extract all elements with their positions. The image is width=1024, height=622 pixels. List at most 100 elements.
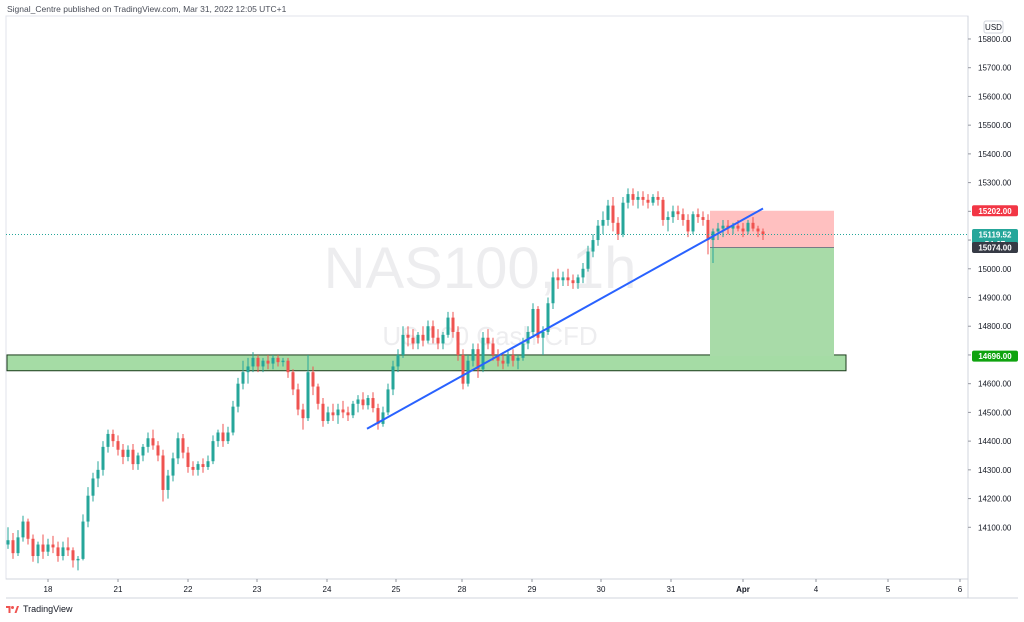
candle-up xyxy=(246,366,250,373)
candle-down xyxy=(646,199,650,203)
y-tick-label: 14200.00 xyxy=(978,495,1012,504)
candle-down xyxy=(301,409,305,419)
candle-down xyxy=(706,219,710,241)
drawing-overlay xyxy=(6,207,968,430)
currency-badge xyxy=(983,20,1004,34)
annotation-zones xyxy=(6,210,847,372)
support-zone xyxy=(6,354,847,372)
x-tick-label: 24 xyxy=(323,585,332,594)
y-tick-label: 14100.00 xyxy=(978,523,1012,532)
candle-up xyxy=(601,219,605,226)
candle-up xyxy=(481,337,485,370)
candle-up xyxy=(306,372,310,419)
candle-up xyxy=(401,334,405,355)
candle-up xyxy=(606,205,610,220)
currency-label: USD xyxy=(985,23,1002,32)
candle-down xyxy=(486,337,490,344)
candle-up xyxy=(541,331,545,338)
candle-down xyxy=(406,334,410,338)
candle-down xyxy=(431,326,435,338)
x-tick-label: 22 xyxy=(184,585,193,594)
candle-down xyxy=(116,441,120,450)
publisher-attribution: Signal_Centre published on TradingView.c… xyxy=(7,4,287,14)
candle-up xyxy=(576,277,580,284)
footer-brand: TradingView xyxy=(23,604,73,614)
candle-down xyxy=(296,389,300,410)
candle-down xyxy=(611,205,615,223)
candle-up xyxy=(591,240,595,252)
candle-up xyxy=(396,354,400,367)
stop-price-tag-label: 15202.00 xyxy=(978,207,1012,216)
candle-up xyxy=(666,217,670,220)
candle-up xyxy=(336,409,340,416)
candle-up xyxy=(746,222,750,232)
candle-down xyxy=(121,449,125,457)
y-tick-label: 15400.00 xyxy=(978,150,1012,159)
x-tick-label: 25 xyxy=(392,585,401,594)
candle-up xyxy=(416,334,420,344)
candle-up xyxy=(101,446,105,470)
candle-down xyxy=(361,399,365,406)
chart-axes: 14100.00 14200.00 14300.00 14400.00 14500.00… xyxy=(6,16,1018,599)
candle-up xyxy=(521,343,525,358)
candle-up xyxy=(176,438,180,459)
candle-up xyxy=(516,357,520,361)
candle-up xyxy=(561,277,565,281)
candle-up xyxy=(386,389,390,413)
candle-up xyxy=(531,308,535,332)
candle-down xyxy=(311,372,315,387)
candle-down xyxy=(656,196,660,200)
candle-down xyxy=(151,438,155,446)
candle-down xyxy=(451,317,455,332)
candle-up xyxy=(446,317,450,335)
candle-down xyxy=(736,225,740,229)
y-tick-label: 14500.00 xyxy=(978,408,1012,417)
candle-up xyxy=(236,383,240,407)
y-tick-label: 15600.00 xyxy=(978,92,1012,101)
candle-down xyxy=(436,337,440,344)
candle-up xyxy=(581,268,585,278)
candle-down xyxy=(31,538,35,557)
target-price-tag-label: 14696.00 xyxy=(978,352,1012,361)
candle-up xyxy=(251,357,255,367)
candle-up xyxy=(16,537,20,554)
candle-up xyxy=(216,432,220,442)
candle-down xyxy=(496,354,500,361)
candle-up xyxy=(21,521,25,538)
candle-down xyxy=(511,354,515,361)
candle-up xyxy=(241,372,245,384)
candle-down xyxy=(51,544,55,548)
candle-down xyxy=(291,372,295,390)
candle-up xyxy=(621,202,625,235)
candle-up xyxy=(671,211,675,218)
candle-up xyxy=(91,478,95,496)
candle-up xyxy=(141,446,145,456)
x-tick-label: 18 xyxy=(44,585,53,594)
candle-down xyxy=(316,386,320,404)
y-tick-label: 15500.00 xyxy=(978,121,1012,130)
candle-down xyxy=(681,214,685,220)
candle-down xyxy=(411,337,415,344)
x-tick-label: Apr xyxy=(736,585,750,594)
candle-down xyxy=(571,280,575,284)
candle-down xyxy=(221,432,225,442)
candle-up xyxy=(691,214,695,232)
y-tick-label: 15000.00 xyxy=(978,265,1012,274)
candle-down xyxy=(321,403,325,422)
candle-down xyxy=(616,222,620,235)
candle-up xyxy=(626,194,630,203)
x-tick-label: 31 xyxy=(667,585,676,594)
y-tick-label: 14300.00 xyxy=(978,466,1012,475)
candle-up xyxy=(716,228,720,232)
candle-up xyxy=(636,196,640,200)
candle-down xyxy=(641,196,645,200)
candle-up xyxy=(596,225,600,241)
x-tick-label: 23 xyxy=(253,585,262,594)
candle-up xyxy=(106,433,110,447)
entry-price-tag-label: 15074.00 xyxy=(978,244,1012,253)
candle-up xyxy=(6,540,10,545)
candle-down xyxy=(631,194,635,200)
candle-down xyxy=(536,308,540,338)
